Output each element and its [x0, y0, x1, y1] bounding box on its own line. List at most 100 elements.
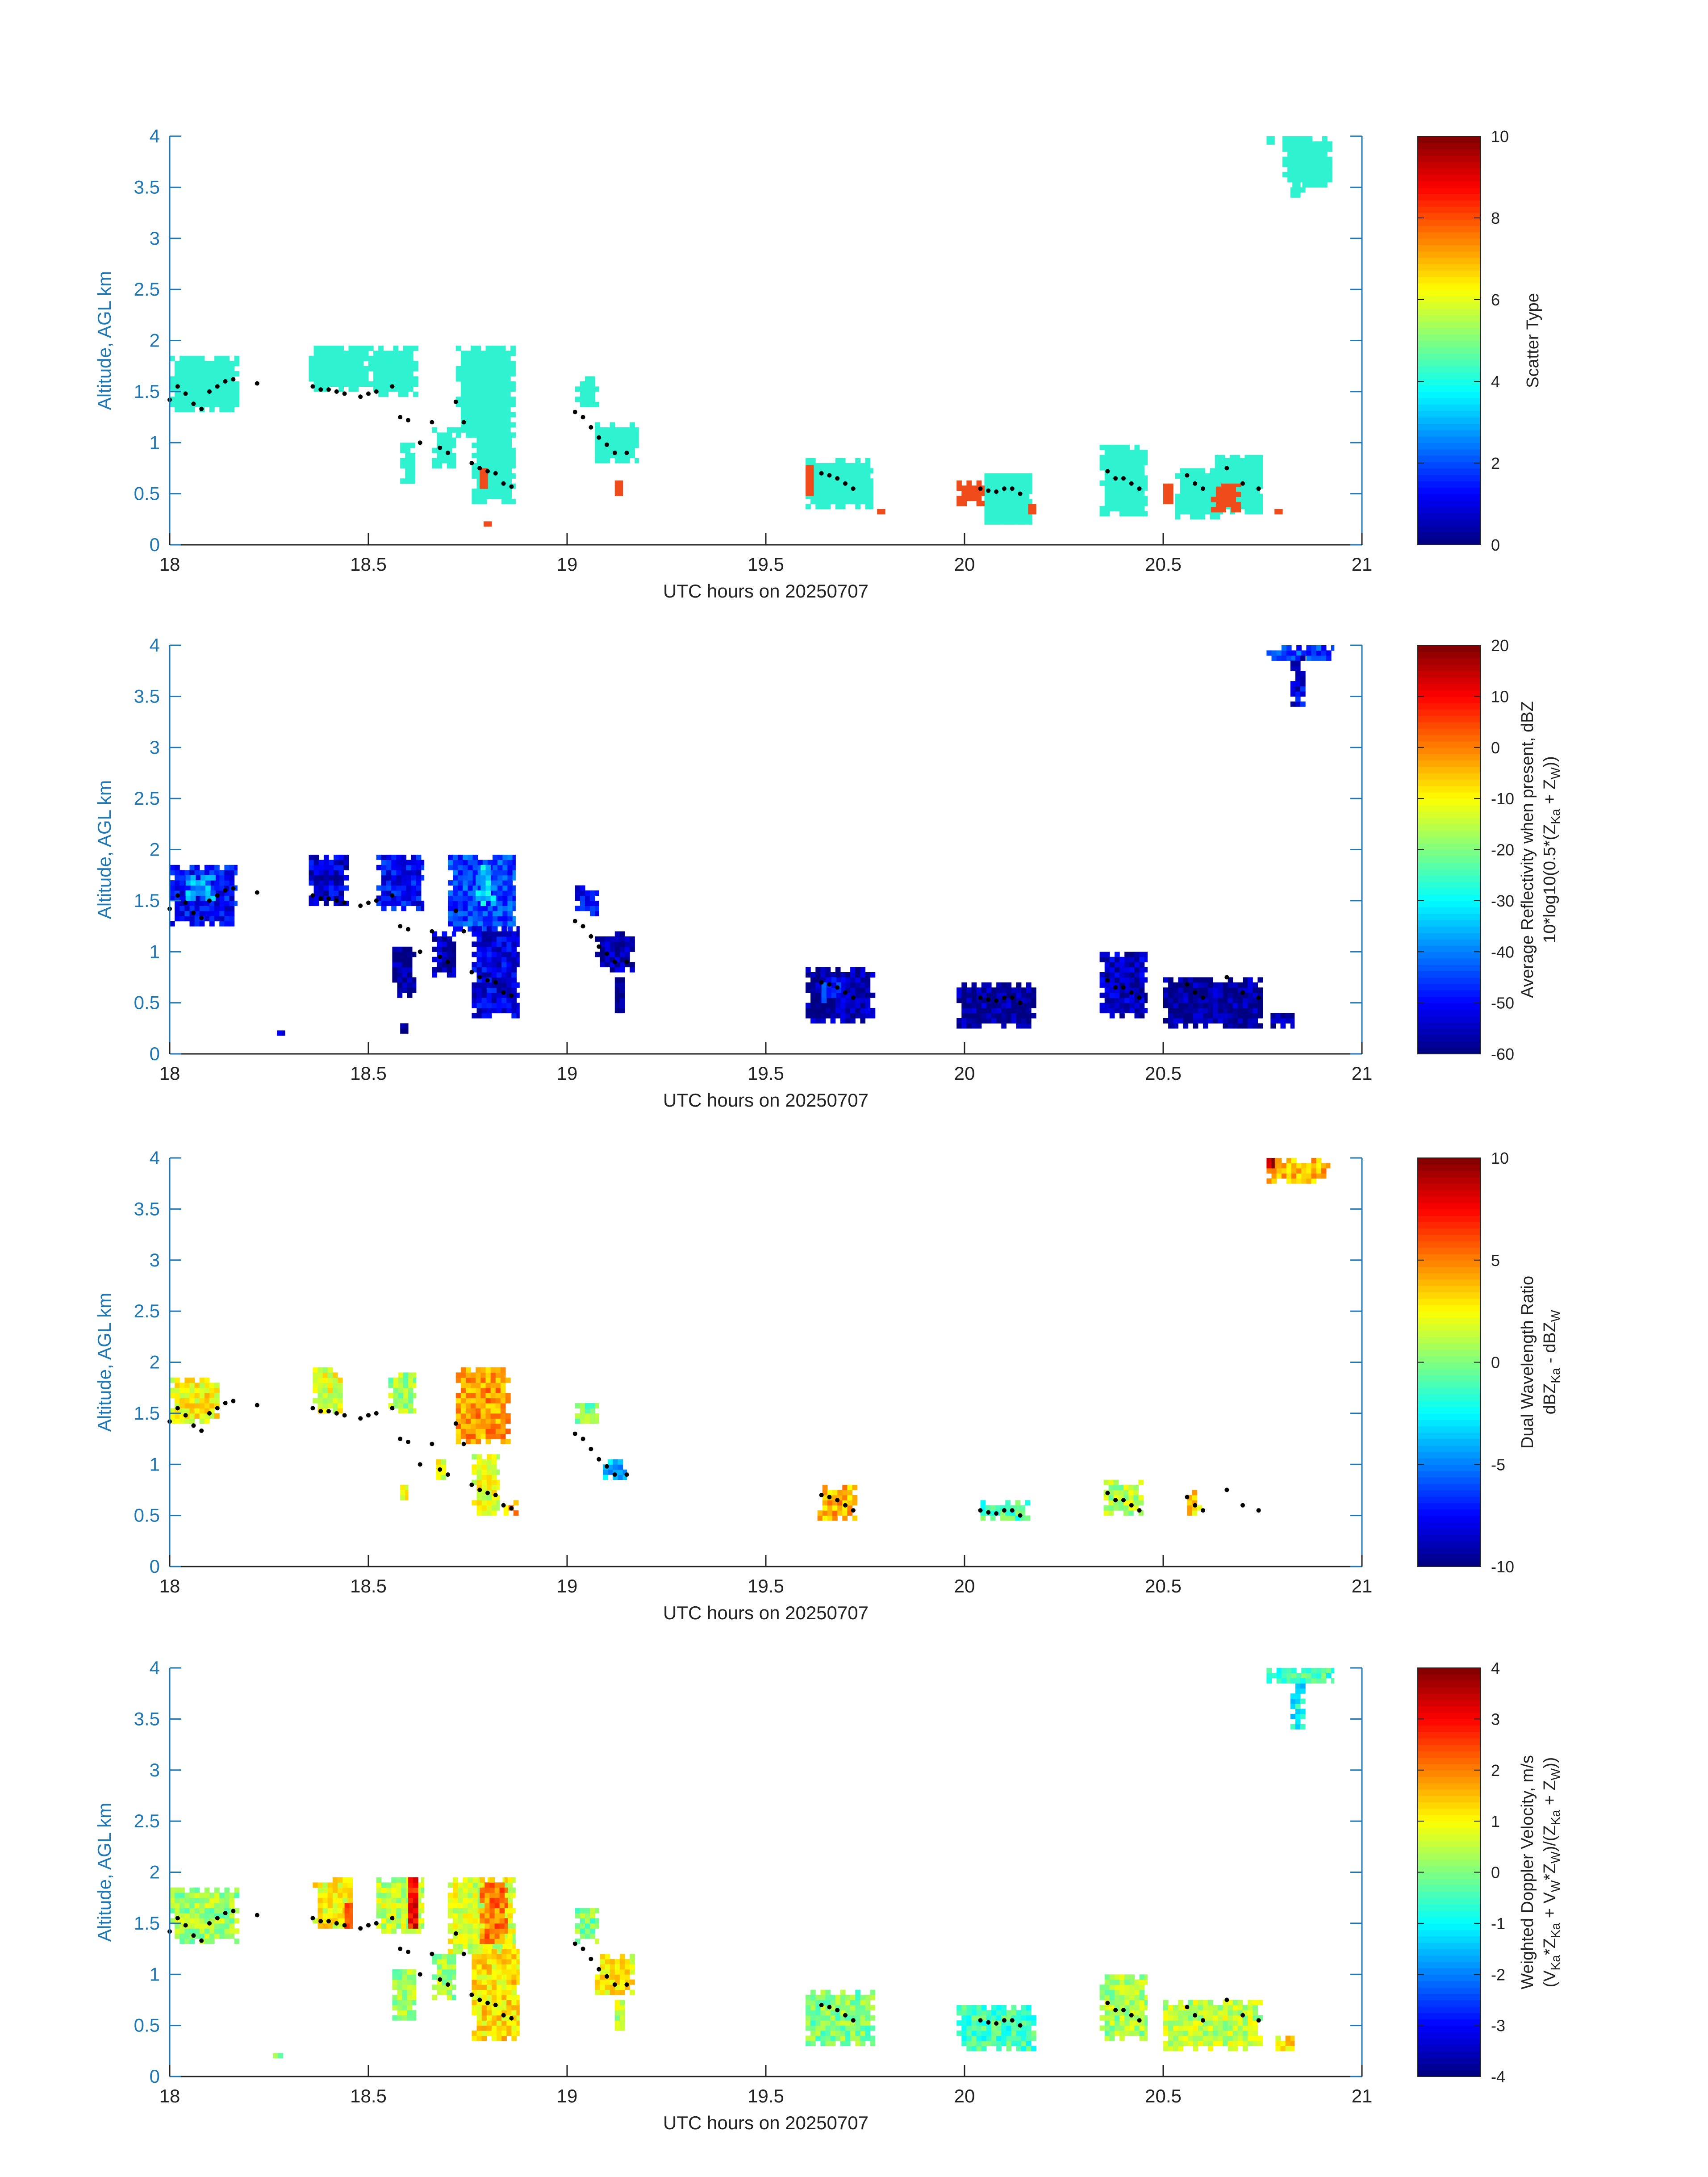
data-cell [495, 401, 501, 407]
data-cell [1316, 1158, 1322, 1163]
data-cell [402, 1995, 408, 2000]
data-cell [453, 1887, 458, 1893]
colorbar-step [1418, 1215, 1480, 1222]
data-cell [512, 1943, 516, 1949]
data-cell [501, 463, 507, 468]
data-cell [386, 890, 392, 896]
data-cell [460, 1367, 466, 1373]
data-cell [209, 911, 215, 916]
data-cell [501, 1003, 507, 1008]
data-cell [408, 1372, 413, 1378]
data-cell [472, 1893, 478, 1898]
data-cell [463, 916, 468, 922]
data-cell [480, 366, 486, 372]
data-cell [585, 1413, 590, 1419]
data-cell [209, 391, 215, 397]
data-cell [219, 911, 225, 916]
colorbar-step [1418, 690, 1480, 697]
data-cell [595, 458, 600, 464]
data-cell [199, 1933, 205, 1939]
data-cell [391, 1913, 397, 1918]
data-cell [1203, 987, 1208, 993]
data-cells [170, 136, 1332, 527]
data-cell [476, 998, 482, 1003]
data-cell [471, 1377, 476, 1383]
data-cell [334, 381, 339, 387]
data-cell [408, 1903, 413, 1909]
data-cell [219, 1923, 225, 1929]
data-cell [476, 483, 482, 489]
data-cell [1244, 504, 1250, 510]
data-cell [485, 345, 491, 351]
data-cell [338, 1403, 343, 1408]
data-cell [1295, 691, 1301, 697]
data-cell [630, 422, 635, 428]
data-cell [199, 921, 205, 927]
data-cell [309, 376, 314, 382]
data-cell [466, 412, 471, 418]
data-cell [1026, 998, 1031, 1003]
data-cell [806, 967, 811, 973]
data-cell [480, 1433, 486, 1439]
data-cell [1292, 177, 1298, 183]
data-cell [1134, 962, 1140, 968]
data-cell [468, 1908, 473, 1914]
data-cell [204, 1939, 210, 1944]
colorbar-step [1418, 1003, 1480, 1010]
data-cell [1185, 509, 1190, 514]
data-cell [353, 371, 359, 377]
data-cell [343, 875, 349, 881]
data-cell [491, 458, 497, 464]
data-cell [476, 1454, 482, 1460]
data-cell [991, 998, 997, 1003]
data-cell [495, 412, 501, 418]
data-cell [386, 885, 392, 891]
data-cell [1259, 493, 1263, 499]
data-cell [489, 1887, 495, 1893]
cloud-base-point [342, 900, 347, 905]
data-cell [1259, 509, 1263, 514]
data-cell [610, 443, 615, 448]
data-cell [472, 998, 477, 1003]
colorbar-step [1418, 1521, 1480, 1529]
data-cell [1259, 468, 1263, 474]
data-cell [845, 1013, 851, 1019]
data-cell [184, 407, 190, 413]
data-cell [845, 499, 851, 505]
data-cell [497, 2025, 502, 2031]
data-cell [453, 1939, 458, 1944]
data-cell [481, 1003, 487, 1008]
data-cell [347, 1882, 353, 1888]
data-cell [410, 478, 416, 484]
data-cell [580, 1403, 585, 1408]
data-cell [1009, 473, 1015, 479]
data-cell [510, 381, 516, 387]
data-cell [1244, 483, 1250, 489]
data-cell [575, 906, 580, 911]
data-cell [1244, 455, 1250, 459]
data-cell [480, 865, 486, 870]
data-cell [1185, 478, 1190, 484]
data-cell [497, 890, 503, 896]
colorbar-step [1418, 366, 1480, 373]
data-cell [398, 355, 404, 361]
colorbar-step [1418, 760, 1480, 767]
data-cell [175, 875, 180, 881]
data-cell [1099, 972, 1105, 978]
data-cell [1322, 156, 1328, 162]
data-cell [504, 1928, 508, 1934]
data-cell [1228, 1008, 1233, 1014]
data-cell [1001, 987, 1006, 993]
data-cell [480, 417, 486, 423]
data-cell [190, 875, 196, 881]
data-cell [317, 1398, 323, 1404]
data-cell [1230, 473, 1235, 479]
data-cell [961, 1018, 967, 1024]
data-cell [401, 1877, 407, 1883]
data-cell [494, 1939, 500, 1944]
data-cell [516, 936, 520, 942]
data-cell [1188, 1018, 1194, 1024]
data-cell [338, 895, 344, 901]
data-cell [1187, 1500, 1193, 1506]
